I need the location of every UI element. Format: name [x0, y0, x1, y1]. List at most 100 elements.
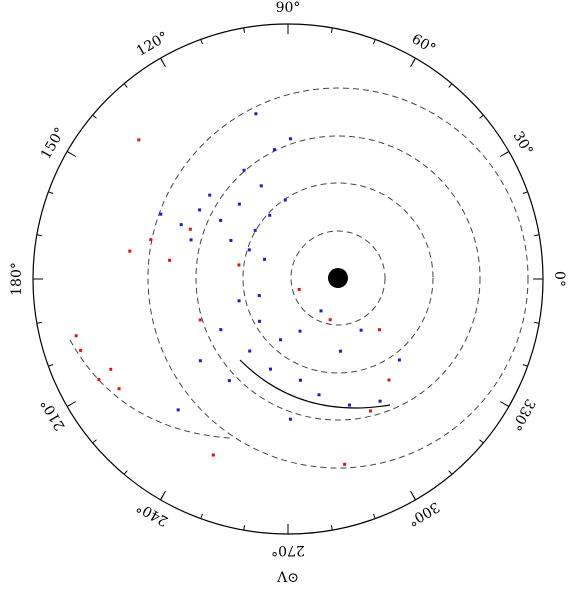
minor-tick — [92, 114, 97, 119]
point — [338, 349, 342, 353]
minor-tick — [36, 321, 42, 324]
point — [279, 338, 283, 342]
point — [397, 358, 401, 362]
theta-tick — [410, 490, 416, 501]
point — [268, 213, 272, 217]
minor-tick — [448, 83, 453, 88]
theta-tick — [499, 151, 510, 157]
point — [248, 349, 252, 353]
minor-tick — [522, 364, 528, 367]
minor-tick — [200, 513, 203, 519]
point — [211, 453, 215, 457]
point — [128, 249, 132, 253]
minor-tick — [92, 439, 97, 444]
point — [242, 168, 246, 172]
point — [298, 329, 302, 333]
ring — [147, 87, 529, 469]
axis-label: Λ⊙ — [276, 570, 299, 586]
point — [368, 409, 372, 413]
point — [97, 378, 101, 382]
arc — [69, 339, 231, 439]
point — [359, 328, 363, 332]
minor-tick — [330, 27, 333, 33]
minor-tick — [36, 234, 42, 237]
minor-tick — [243, 27, 246, 33]
point — [198, 359, 202, 363]
point — [237, 263, 241, 267]
point — [288, 417, 292, 421]
minor-tick — [534, 234, 540, 237]
point — [179, 223, 183, 227]
point — [317, 393, 321, 397]
ring — [242, 182, 434, 374]
point — [378, 399, 382, 403]
point — [283, 198, 287, 202]
minor-tick — [123, 83, 128, 88]
minor-tick — [448, 470, 453, 475]
point — [263, 257, 267, 261]
reference-rings — [69, 87, 529, 469]
minor-tick — [534, 321, 540, 324]
minor-tick — [48, 364, 54, 367]
point — [159, 212, 163, 216]
point — [297, 287, 301, 291]
point — [237, 202, 241, 206]
point — [328, 318, 332, 322]
point — [253, 228, 257, 232]
point — [198, 318, 202, 322]
point — [347, 403, 351, 407]
point — [377, 328, 381, 332]
point — [268, 367, 272, 371]
point — [272, 148, 276, 152]
point — [137, 138, 141, 142]
theta-tick-label: 270° — [271, 542, 305, 558]
minor-tick — [330, 525, 333, 531]
point — [288, 137, 292, 141]
minor-tick — [373, 39, 376, 45]
theta-tick-label: 0° — [551, 271, 567, 287]
point — [257, 319, 261, 323]
minor-tick — [243, 525, 246, 531]
point — [387, 378, 391, 382]
fit-curve — [239, 359, 391, 409]
point — [257, 294, 261, 298]
theta-tick — [66, 151, 77, 157]
theta-tick-label: 180° — [9, 262, 25, 296]
outer-circle — [32, 23, 544, 535]
minor-tick — [48, 191, 54, 194]
point — [343, 462, 347, 466]
apex — [328, 268, 348, 288]
theta-tick — [160, 57, 166, 68]
point — [259, 184, 263, 188]
ring — [195, 135, 481, 421]
minor-tick — [479, 439, 484, 444]
point — [189, 238, 193, 242]
minor-tick — [200, 39, 203, 45]
point — [168, 258, 172, 262]
point — [149, 238, 153, 242]
point — [219, 328, 223, 332]
theta-tick-label: 30° — [510, 129, 536, 159]
point — [319, 309, 323, 313]
point — [176, 408, 180, 412]
point — [298, 378, 302, 382]
minor-tick — [123, 470, 128, 475]
point — [227, 379, 231, 383]
theta-tick — [410, 57, 416, 68]
minor-tick — [479, 114, 484, 119]
point — [247, 248, 251, 252]
theta-tick — [66, 401, 77, 407]
theta-tick-label: 90° — [276, 0, 301, 16]
point — [254, 112, 258, 116]
point — [117, 387, 121, 391]
point — [109, 367, 113, 371]
point — [219, 218, 223, 222]
theta-tick — [499, 401, 510, 407]
point — [208, 193, 212, 197]
point — [237, 299, 241, 303]
theta-tick — [160, 490, 166, 501]
ring — [290, 230, 386, 326]
point — [198, 208, 202, 212]
point — [79, 348, 83, 352]
